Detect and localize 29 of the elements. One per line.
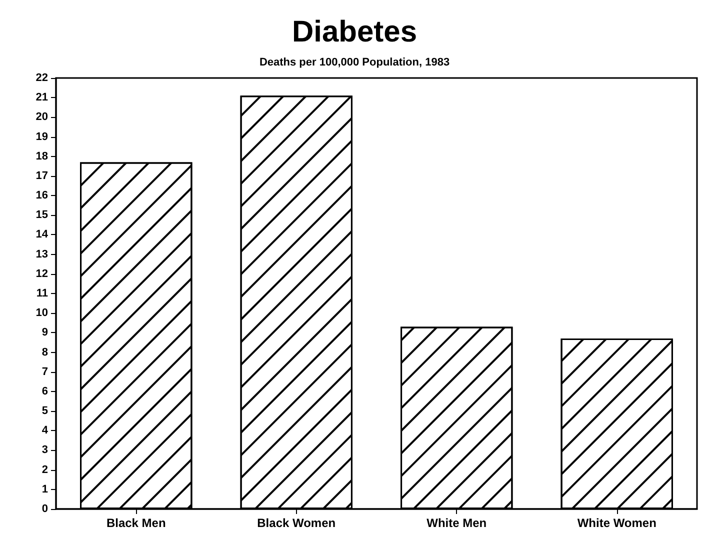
- y-tick-label: 11: [36, 288, 48, 300]
- y-tick-label: 6: [42, 385, 48, 398]
- y-tick-label: 12: [36, 268, 48, 280]
- y-tick-label: 5: [42, 405, 48, 418]
- y-tick-label: 20: [36, 111, 48, 124]
- y-tick-label: 10: [36, 307, 48, 320]
- y-tick-label: 21: [36, 92, 48, 104]
- y-tick-label: 1: [42, 483, 48, 496]
- y-tick-label: 7: [42, 366, 48, 378]
- y-tick-label: 16: [36, 190, 48, 202]
- y-tick-label: 3: [42, 444, 48, 456]
- y-tick-label: 14: [36, 228, 49, 241]
- x-tick-label: White Women: [577, 516, 656, 530]
- y-tick-label: 8: [42, 346, 48, 358]
- x-tick-label: White Men: [426, 516, 487, 530]
- y-tick-label: 18: [36, 150, 48, 162]
- chart-subtitle: Deaths per 100,000 Population, 1983: [259, 56, 450, 68]
- chart-title: Diabetes: [292, 16, 418, 48]
- y-tick-label: 13: [36, 248, 48, 260]
- y-tick-label: 9: [42, 326, 48, 339]
- y-tick-label: 0: [42, 503, 48, 515]
- y-tick-label: 4: [42, 424, 49, 437]
- y-tick-label: 15: [36, 209, 48, 222]
- x-tick-label: Black Men: [106, 516, 166, 530]
- y-tick-label: 2: [42, 464, 48, 476]
- y-tick-label: 19: [36, 130, 48, 143]
- y-tick-label: 22: [36, 72, 48, 84]
- y-tick-label: 17: [36, 170, 48, 182]
- x-tick-label: Black Women: [257, 516, 336, 530]
